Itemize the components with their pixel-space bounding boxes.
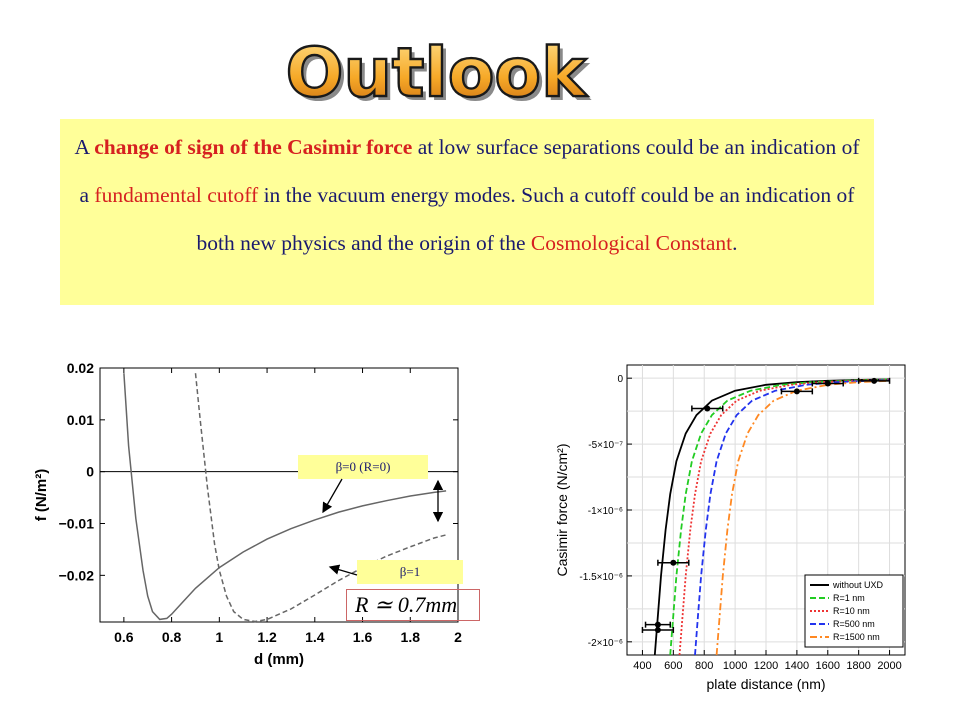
y-tick-label: 0.01 [67, 412, 94, 428]
force-vs-distance-chart: 0.02 0.01 0 −0.01 −0.02 0.6 0.8 1 1.2 1.4 1.6 1.8 2 d… [33, 360, 462, 668]
y-tick-label: -1.5×10⁻⁶ [579, 572, 623, 583]
plot-frame [99, 367, 459, 623]
legend-entry: R=1500 nm [833, 632, 880, 642]
data-point [654, 621, 661, 628]
legend-entry: R=1 nm [833, 593, 865, 603]
x-tick-label: 1 [215, 629, 223, 645]
title-shadow: Outlook [290, 38, 592, 112]
x-tick-label: 0.8 [162, 629, 182, 645]
legend-entry: without UXD [832, 580, 884, 590]
title-text: Outlook [286, 34, 588, 112]
series-line-1 [669, 378, 890, 656]
x-tick-label: 600 [664, 660, 682, 672]
slide-title: Outlook Outlook [284, 33, 592, 112]
series-line-2 [678, 378, 890, 656]
data-point [654, 626, 661, 633]
x-tick-label: 1.2 [257, 629, 277, 645]
x-tick-label: 800 [695, 660, 713, 672]
highlight-sign-change: change of sign of the Casimir force [94, 135, 413, 159]
x-tick-label: 1000 [723, 660, 747, 672]
x-tick-label: 1.6 [353, 629, 373, 645]
series-line-beta1 [194, 373, 447, 623]
y-tick-label: -2×10⁻⁶ [588, 638, 623, 649]
x-tick-label: 1800 [846, 660, 870, 672]
x-tick-label: 400 [633, 660, 651, 672]
beta1-label: β=1 [357, 560, 463, 584]
highlight-cutoff: fundamental cutoff [94, 183, 259, 207]
y-tick-label: −0.01 [59, 516, 95, 532]
data-point [793, 388, 800, 395]
text-part-3: at low surface separations could be an i… [79, 135, 860, 207]
data-point [704, 405, 711, 412]
x-tick-label: 1.4 [305, 629, 325, 645]
text-part-1: A [74, 135, 95, 159]
x-tick-label: 2 [454, 629, 462, 645]
x-tick-label: 2000 [877, 660, 901, 672]
y-axis-label: f (N/m²) [33, 469, 50, 522]
x-tick-label: 1600 [816, 660, 840, 672]
data-point [871, 377, 878, 384]
x-tick-label: 0.6 [114, 629, 134, 645]
y-tick-label: -1×10⁻⁶ [588, 506, 623, 517]
series-line-0 [653, 378, 890, 656]
legend-entry: R=500 nm [833, 619, 875, 629]
outlook-text-box: A change of sign of the Casimir force at… [60, 119, 874, 305]
y-tick-label: −0.02 [59, 567, 95, 583]
x-axis-label: plate distance (nm) [706, 676, 825, 692]
data-point [670, 559, 677, 566]
legend-box [804, 574, 904, 648]
x-tick-label: 1400 [785, 660, 809, 672]
series-line-3 [694, 379, 890, 656]
x-axis-label: d (mm) [254, 651, 304, 668]
highlight-cosmological-constant: Cosmological Constant [530, 231, 733, 255]
x-tick-label: 1.8 [401, 629, 421, 645]
series-line-4 [715, 379, 890, 656]
text-part-7: . [732, 231, 738, 255]
series-line-beta0 [123, 373, 447, 621]
data-point [824, 380, 831, 387]
r-value-label: R ≃ 0.7mm [346, 589, 480, 621]
y-tick-label: 0 [86, 464, 94, 480]
y-tick-label: 0 [617, 374, 623, 385]
beta0-label: β=0 (R=0) [298, 455, 428, 479]
y-tick-label: -5×10⁻⁷ [588, 440, 623, 451]
text-part-5: in the vacuum energy modes. Such a cutof… [196, 183, 855, 255]
x-tick-label: 1200 [754, 660, 778, 672]
y-axis-label: Casimir force (N/cm²) [554, 444, 570, 577]
legend-entry: R=10 nm [833, 606, 870, 616]
casimir-force-chart: 0 -5×10⁻⁷ -1×10⁻⁶ -1.5×10⁻⁶ -2×10⁻⁶ 400 600 800… [554, 364, 906, 692]
y-tick-label: 0.02 [67, 360, 94, 376]
